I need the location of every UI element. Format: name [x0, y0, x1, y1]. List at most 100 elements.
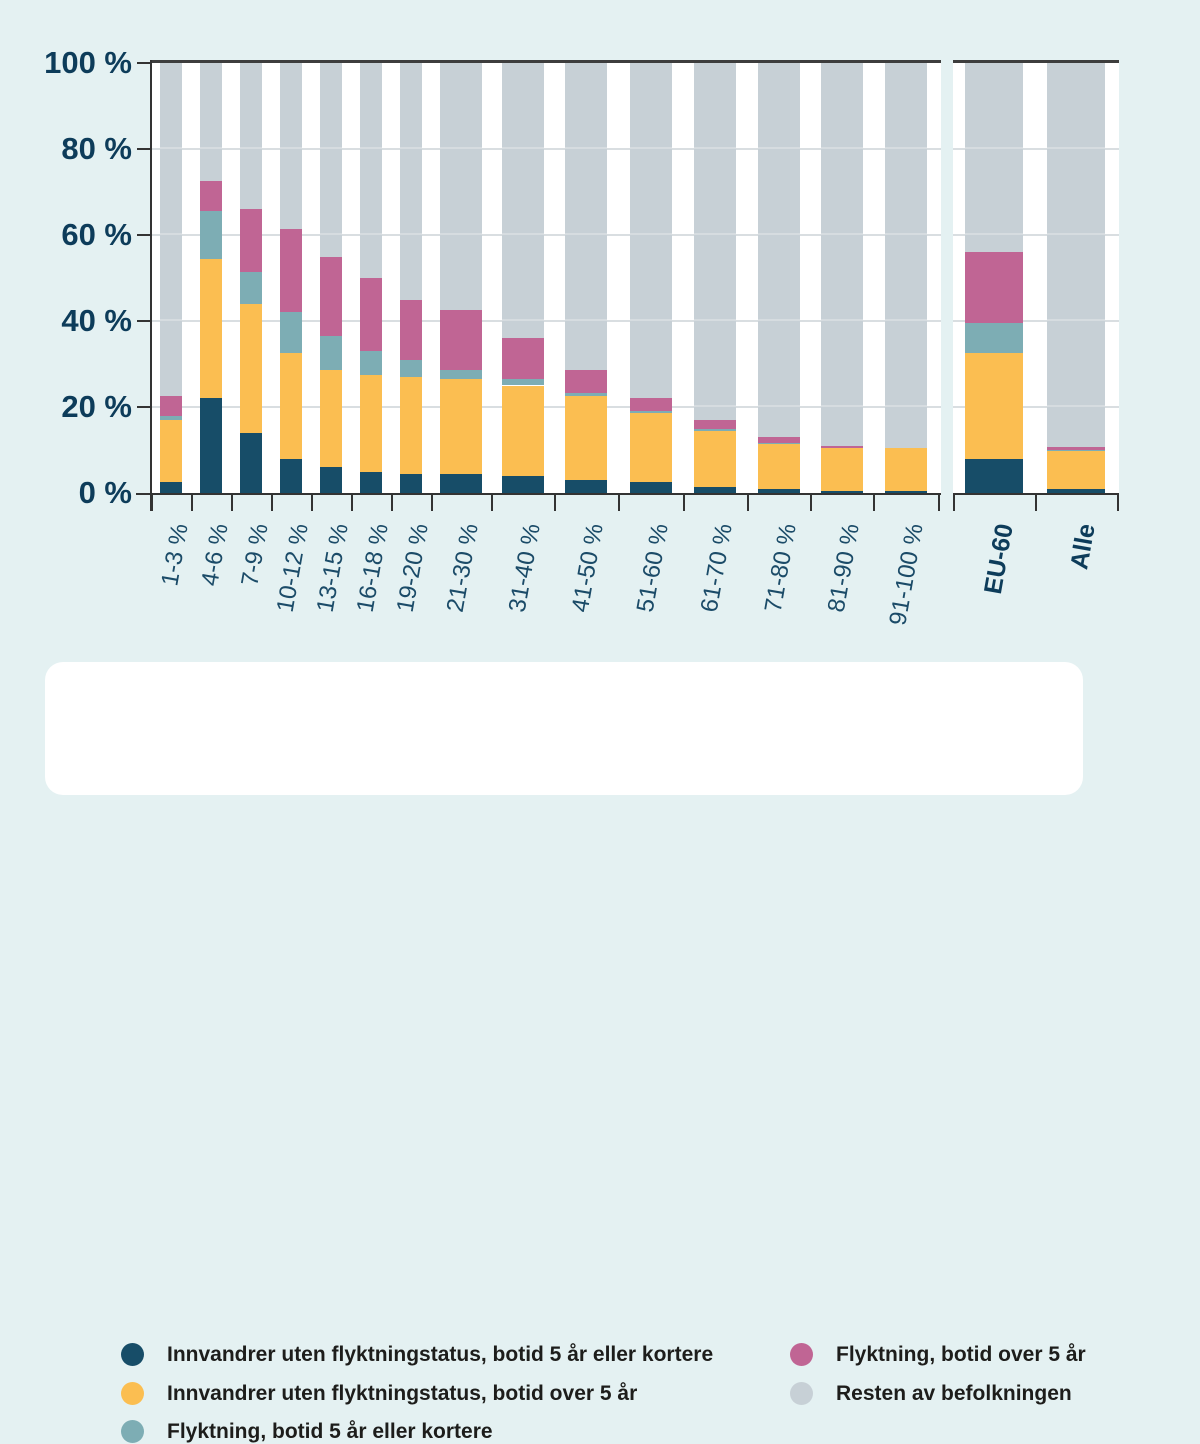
y-tick-label: 20 % — [61, 389, 132, 424]
bar-segment — [200, 211, 222, 259]
bar-segment — [440, 63, 482, 311]
bar-segment — [320, 370, 342, 468]
bar-segment — [160, 396, 182, 416]
y-tick-label: 80 % — [61, 131, 132, 166]
bar-segment — [1047, 488, 1105, 493]
bar-segment — [280, 353, 302, 459]
x-axis-tick — [391, 494, 393, 511]
bar-segment — [360, 278, 382, 352]
bar-segment — [694, 63, 736, 420]
x-axis-tick — [311, 494, 313, 511]
bar-segment — [360, 63, 382, 278]
bar-segment — [820, 490, 863, 493]
bar-segment — [160, 63, 182, 397]
bar-segment — [501, 379, 544, 386]
gridline — [151, 406, 941, 408]
bar-segment — [820, 447, 863, 491]
category-label: Alle — [1065, 521, 1101, 572]
y-axis-tick — [137, 62, 151, 64]
bar-segment — [965, 252, 1023, 324]
category-label: 10-12 % — [271, 521, 314, 615]
bar-segment — [280, 458, 302, 493]
chart-legend: Innvandrer uten flyktningstatus, botid 5… — [45, 662, 1086, 1443]
bar-segment — [694, 419, 736, 430]
bar-segment — [240, 209, 262, 272]
bar-segment — [400, 473, 422, 493]
bar-segment — [360, 471, 382, 493]
bar-segment — [280, 228, 302, 313]
bar-segment — [320, 467, 342, 493]
bar-segment — [240, 303, 262, 433]
legend-swatch-flyktning-kort — [121, 1420, 144, 1443]
x-axis-tick — [351, 494, 353, 511]
bar-segment — [240, 432, 262, 493]
bar-segment — [694, 429, 736, 431]
bar-segment — [1047, 63, 1105, 448]
category-label: EU-60 — [978, 521, 1019, 597]
x-axis-tick — [271, 494, 273, 511]
bar-segment — [565, 480, 607, 493]
gridline — [151, 320, 941, 322]
bar-segment — [629, 63, 672, 399]
legend-label: Resten av befolkningen — [836, 1382, 1072, 1405]
x-axis-tick — [953, 494, 955, 511]
gridline — [953, 234, 1119, 236]
bar-segment — [1047, 450, 1105, 451]
category-label: 7-9 % — [236, 521, 274, 589]
category-label: 19-20 % — [391, 521, 434, 615]
bar-segment — [965, 458, 1023, 493]
bar-segment — [565, 393, 607, 397]
bar-segment — [360, 351, 382, 375]
legend-swatch-innvandrer-lang — [121, 1382, 144, 1405]
y-tick-label: 40 % — [61, 303, 132, 338]
bar-segment — [400, 299, 422, 360]
bar-segment — [501, 338, 544, 380]
bar-segment — [501, 385, 544, 476]
bar-segment — [884, 63, 927, 448]
bar-segment — [1047, 450, 1105, 489]
gridline — [953, 320, 1119, 322]
bar-segment — [629, 482, 672, 493]
category-label: 81-90 % — [822, 521, 865, 615]
x-axis-tick — [491, 494, 493, 511]
bar-segment — [1047, 447, 1105, 450]
bar-segment — [320, 63, 342, 257]
bar-segment — [160, 415, 182, 420]
legend-label: Flyktning, botid over 5 år — [836, 1343, 1086, 1366]
category-label: 51-60 % — [631, 521, 674, 615]
stacked-bar-chart: 0 % 20 % 40 % 60 % 80 % 100 % 1-3 % 4-6 % 7-9 % 1… — [44, 46, 1119, 1443]
x-axis-tick — [1117, 494, 1119, 511]
bar-segment — [400, 359, 422, 377]
bar-segment — [757, 442, 800, 444]
category-label: 71-80 % — [759, 521, 802, 615]
bar-segment — [629, 413, 672, 483]
bar-segment — [565, 370, 607, 394]
x-axis-tick — [618, 494, 620, 511]
x-axis-line-main — [136, 493, 941, 495]
legend-swatch-flyktning-lang — [790, 1343, 813, 1366]
bar-segment — [501, 475, 544, 493]
bar-segment — [320, 336, 342, 371]
bar-segment — [629, 411, 672, 414]
bar-segment — [501, 63, 544, 339]
x-axis-tick — [431, 494, 433, 511]
bar-segment — [440, 473, 482, 493]
gridline — [151, 148, 941, 150]
gridline — [953, 148, 1119, 150]
legend-swatch-resten — [790, 1382, 813, 1405]
bar-segment — [565, 396, 607, 481]
category-label: 91-100 % — [883, 521, 929, 628]
bar-segment — [240, 63, 262, 210]
bar-segment — [200, 258, 222, 399]
legend-label: Innvandrer uten flyktningstatus, botid o… — [167, 1382, 638, 1405]
y-axis-line — [150, 60, 152, 511]
category-label: 13-15 % — [311, 521, 354, 615]
x-axis-tick — [1035, 494, 1037, 511]
gridline — [953, 406, 1119, 408]
bar-segment — [820, 63, 863, 446]
bar-segment — [160, 419, 182, 483]
bar-segment — [965, 63, 1023, 253]
x-axis-tick — [747, 494, 749, 511]
bar-segment — [565, 63, 607, 371]
bar-segment — [320, 256, 342, 337]
